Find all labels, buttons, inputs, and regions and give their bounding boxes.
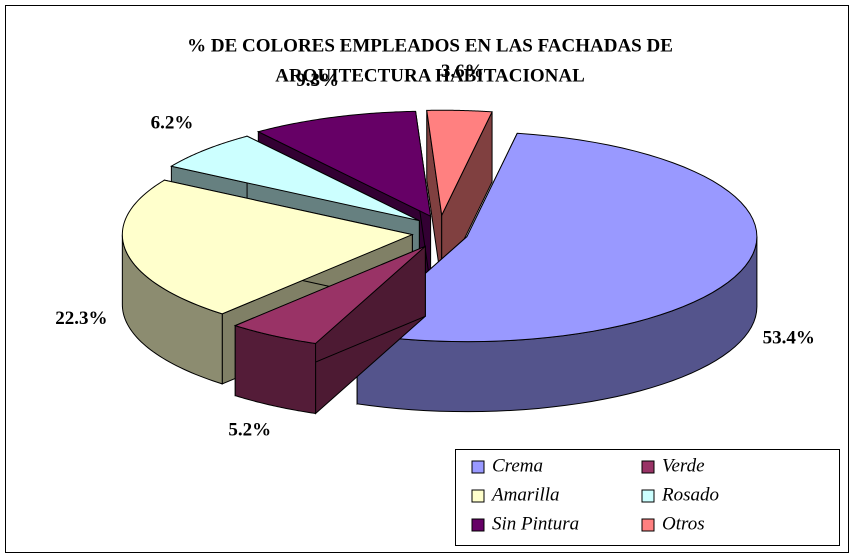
legend-label: Rosado (661, 484, 719, 505)
legend-label: Amarilla (490, 484, 560, 505)
value-label: 22.3% (55, 308, 107, 329)
value-label: 3.6% (441, 61, 484, 82)
legend-label: Verde (662, 455, 705, 476)
value-label: 9.3% (296, 70, 339, 91)
value-label: 5.2% (228, 419, 271, 440)
slice (426, 109, 493, 217)
value-label: 6.2% (151, 113, 194, 134)
slice (170, 135, 420, 222)
chart-title: ARQUITECTURA HABITACIONAL (275, 65, 585, 86)
legend-swatch (471, 489, 485, 503)
legend-swatch (471, 518, 485, 532)
legend-label: Sin Pintura (492, 513, 579, 534)
legend-swatch (641, 460, 655, 474)
value-label: 53.4% (763, 328, 815, 349)
slice (355, 132, 758, 343)
chart-title: % DE COLORES EMPLEADOS EN LAS FACHADAS D… (187, 35, 673, 56)
legend-swatch (641, 489, 655, 503)
slice (256, 110, 432, 218)
legend-swatch (641, 518, 655, 532)
slice (233, 245, 426, 345)
legend-label: Crema (492, 455, 543, 476)
slice (121, 179, 414, 315)
legend-swatch (471, 460, 485, 474)
legend-label: Otros (662, 513, 705, 534)
